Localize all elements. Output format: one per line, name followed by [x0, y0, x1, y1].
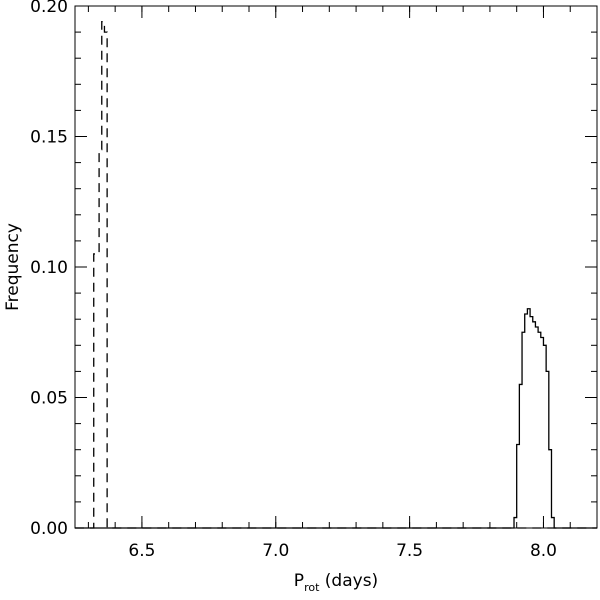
x-axis-label-main: P [294, 571, 304, 591]
plot-frame [74, 5, 598, 529]
x-tick-label: 7.0 [262, 541, 289, 561]
data-series [75, 21, 597, 529]
series-0-dashed-line [75, 21, 597, 529]
y-tick-label: 0.05 [30, 389, 68, 409]
x-tick-label: 7.5 [396, 541, 423, 561]
x-axis-label-subscript: rot [304, 581, 320, 594]
x-tick-label: 6.5 [128, 541, 155, 561]
y-tick-label: 0.15 [30, 128, 68, 148]
x-axis-label-rest: (days) [319, 571, 378, 591]
x-tick-label: 8.0 [530, 541, 557, 561]
y-tick-label: 0.20 [30, 0, 68, 17]
tick-labels: 6.5 7.0 7.5 8.0 0.00 0.05 0.10 0.15 0.20 [30, 0, 557, 561]
series-1-solid-line [75, 308, 597, 529]
axis-ticks [75, 5, 598, 529]
x-axis-label: Prot (days) [294, 571, 378, 594]
y-tick-label: 0.10 [30, 258, 68, 278]
y-axis-label: Frequency [3, 223, 23, 311]
y-tick-label: 0.00 [30, 519, 68, 539]
